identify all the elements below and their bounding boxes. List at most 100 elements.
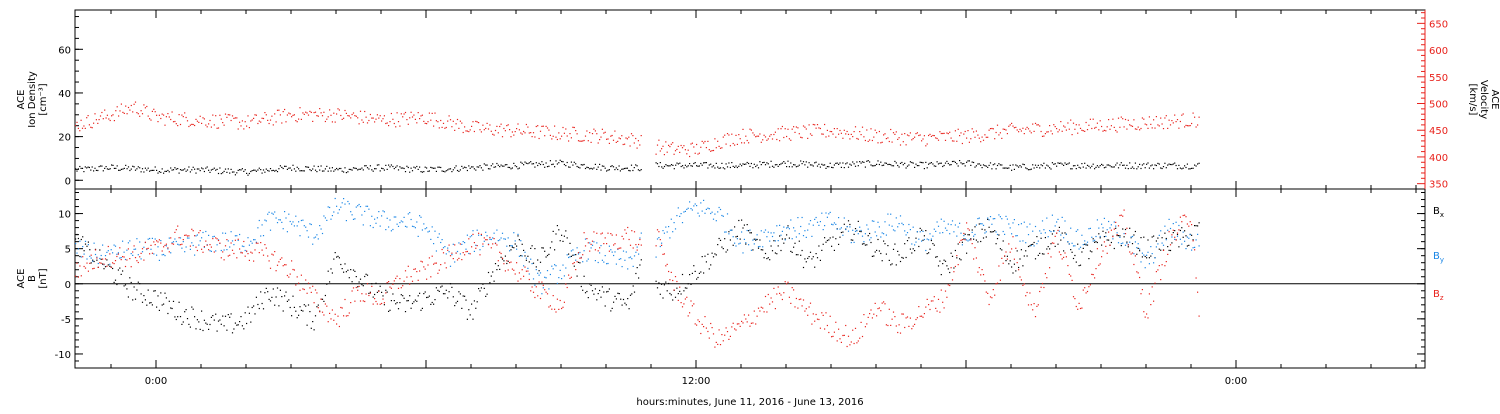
- top-right-tick-label: 550: [1429, 73, 1448, 84]
- data-point: [1067, 163, 1069, 165]
- data-point: [804, 126, 806, 128]
- data-point: [1088, 286, 1090, 288]
- data-point: [801, 249, 803, 252]
- data-point: [1019, 165, 1021, 167]
- data-point: [281, 296, 283, 298]
- data-point: [410, 218, 412, 221]
- data-point: [306, 292, 308, 294]
- data-point: [510, 249, 512, 251]
- data-point: [1186, 125, 1188, 127]
- data-point: [1081, 129, 1083, 131]
- data-point: [137, 254, 139, 256]
- data-point: [1089, 250, 1091, 252]
- data-point: [766, 162, 768, 164]
- data-point: [1098, 264, 1100, 266]
- data-point: [892, 132, 895, 134]
- data-point: [517, 280, 519, 282]
- data-point: [534, 166, 536, 168]
- data-point: [1151, 164, 1153, 166]
- data-point: [617, 292, 619, 294]
- data-point: [233, 328, 235, 330]
- data-point: [883, 233, 885, 235]
- data-point: [84, 267, 87, 269]
- data-point: [1053, 230, 1055, 232]
- data-point: [165, 297, 167, 299]
- data-point: [251, 252, 253, 254]
- data-point: [628, 169, 630, 172]
- data-point: [967, 228, 969, 230]
- data-point: [255, 242, 257, 244]
- data-point: [964, 239, 966, 241]
- data-point: [107, 245, 109, 248]
- data-point: [973, 258, 975, 260]
- data-point: [378, 211, 380, 213]
- data-point: [717, 140, 719, 142]
- data-point: [219, 319, 221, 321]
- data-point: [961, 239, 963, 241]
- data-point: [514, 165, 516, 167]
- data-point: [968, 160, 970, 162]
- data-point: [234, 239, 236, 241]
- data-point: [811, 235, 813, 237]
- data-point: [693, 162, 695, 165]
- data-point: [359, 206, 362, 208]
- data-point: [189, 124, 191, 126]
- data-point: [805, 128, 807, 130]
- data-point: [559, 240, 561, 242]
- data-point: [229, 316, 231, 318]
- data-point: [753, 163, 755, 165]
- data-point: [1079, 264, 1082, 266]
- data-point: [1098, 227, 1100, 229]
- data-point: [406, 119, 408, 121]
- data-point: [241, 245, 243, 247]
- data-point: [762, 307, 764, 309]
- data-point: [791, 287, 793, 289]
- data-point: [447, 297, 449, 299]
- data-point: [635, 137, 637, 140]
- data-point: [147, 247, 149, 249]
- data-point: [726, 166, 729, 168]
- data-point: [416, 271, 418, 273]
- data-point: [890, 128, 892, 131]
- data-point: [409, 171, 411, 173]
- data-point: [127, 296, 129, 298]
- data-point: [819, 327, 821, 329]
- data-point: [936, 221, 938, 223]
- data-point: [1147, 251, 1149, 253]
- data-point: [864, 326, 866, 328]
- data-point: [255, 170, 257, 172]
- data-point: [90, 254, 92, 256]
- data-point: [382, 210, 384, 212]
- data-point: [790, 250, 792, 252]
- data-point: [869, 239, 871, 241]
- data-point: [551, 138, 553, 140]
- data-point: [835, 321, 837, 323]
- data-point: [213, 319, 215, 321]
- data-point: [1198, 222, 1200, 224]
- data-point: [1194, 116, 1196, 118]
- data-point: [680, 165, 682, 168]
- data-point: [388, 164, 390, 166]
- data-point: [1175, 239, 1177, 241]
- data-point: [541, 247, 543, 249]
- data-point: [81, 127, 84, 129]
- data-point: [708, 149, 710, 151]
- data-point: [669, 237, 671, 239]
- data-point: [794, 306, 796, 308]
- data-point: [568, 166, 570, 168]
- data-point: [292, 268, 294, 271]
- data-point: [350, 211, 352, 213]
- data-point: [572, 249, 574, 251]
- data-point: [1194, 246, 1196, 248]
- data-point: [323, 111, 325, 113]
- data-point: [473, 168, 475, 170]
- data-point: [554, 125, 556, 127]
- data-point: [1074, 165, 1076, 167]
- data-point: [1091, 251, 1093, 253]
- data-point: [305, 111, 307, 113]
- data-point: [237, 169, 239, 171]
- data-point: [107, 250, 109, 252]
- data-point: [1174, 236, 1176, 238]
- data-point: [331, 121, 333, 123]
- legend-sub: x: [1440, 211, 1444, 219]
